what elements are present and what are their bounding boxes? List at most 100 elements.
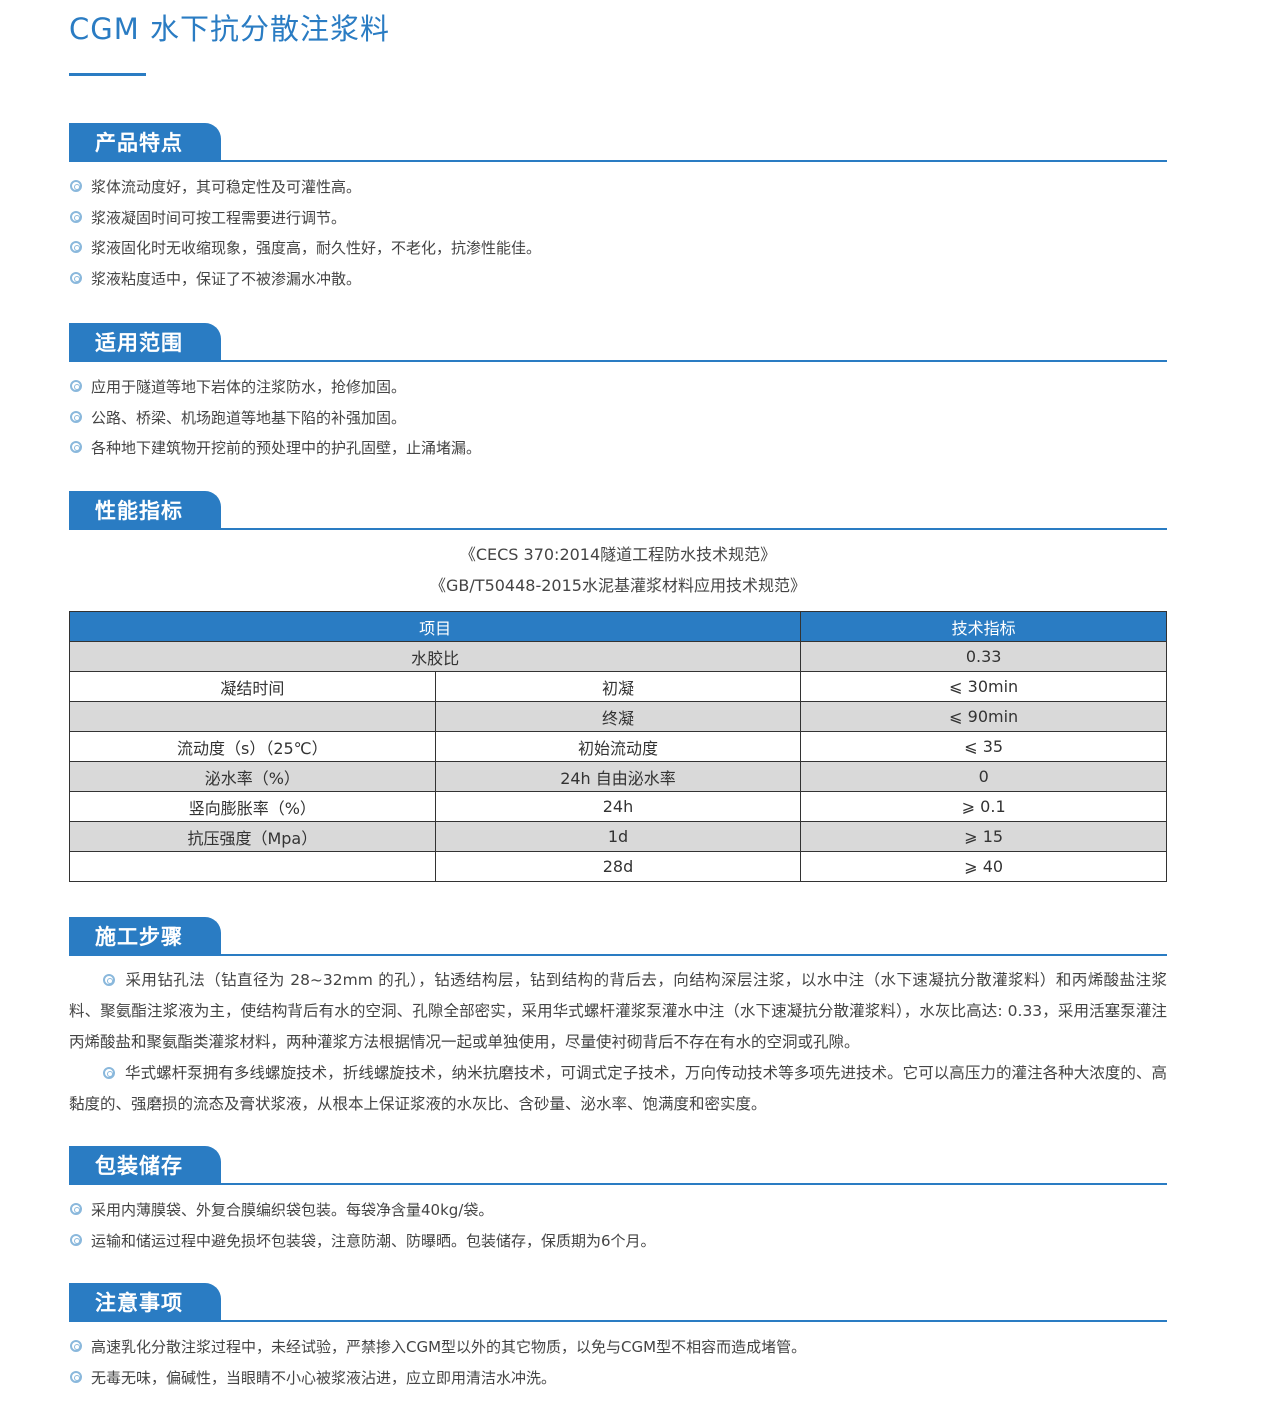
table-cell — [69, 851, 436, 882]
table-cell: 凝结时间 — [69, 671, 436, 702]
paragraph-text: 华式螺杆泵拥有多线螺旋技术，折线螺旋技术，纳米抗磨技术，可调式定子技术，万向传动… — [69, 1064, 1167, 1113]
section-title: 产品特点 — [69, 123, 221, 161]
page-title: CGM 水下抗分散注浆料 — [69, 12, 390, 46]
table-row: 水胶比 0.33 — [68, 641, 1167, 672]
paragraph: 华式螺杆泵拥有多线螺旋技术，折线螺旋技术，纳米抗磨技术，可调式定子技术，万向传动… — [69, 1058, 1167, 1120]
list-item: 浆液粘度适中，保证了不被渗漏水冲散。 — [69, 267, 1167, 298]
bullet-icon — [70, 410, 82, 423]
list-item-text: 应用于隧道等地下岩体的注浆防水，抢修加固。 — [91, 378, 407, 396]
divider — [69, 1320, 1167, 1322]
list-item-text: 无毒无味，偏碱性，当眼睛不小心被浆液沾进，应立即用清洁水冲洗。 — [91, 1368, 557, 1387]
list-item: 无毒无味，偏碱性，当眼睛不小心被浆液沾进，应立即用清洁水冲洗。 — [69, 1366, 1167, 1397]
header-spec: 技术指标 — [800, 611, 1167, 642]
table-cell: 24h 自由泌水率 — [434, 761, 802, 792]
bullet-icon — [70, 1233, 82, 1246]
list-item: 高速乳化分散注浆过程中，未经试验，严禁掺入CGM型以外的其它物质，以免与CGM型… — [69, 1335, 1167, 1366]
section-title: 施工步骤 — [69, 917, 221, 955]
table-cell: 终凝 — [434, 701, 802, 732]
section-header: 产品特点 — [69, 123, 1167, 163]
list-item: 浆液凝固时间可按工程需要进行调节。 — [69, 206, 1167, 237]
table-cell: 流动度（s）（25℃） — [69, 731, 436, 762]
list-item-text: 公路、桥梁、机场跑道等地基下陷的补强加固。 — [91, 408, 407, 427]
section-construction: 施工步骤 采用钻孔法（钻直径为 28~32mm 的孔），钻透结构层，钻到结构的背… — [69, 917, 1167, 1120]
table-cell — [69, 701, 436, 732]
table-header-row: 项目 技术指标 — [68, 611, 1167, 642]
bullet-icon — [70, 441, 82, 453]
section-header: 注意事项 — [69, 1283, 1167, 1323]
table-cell: 泌水率（%） — [69, 761, 436, 792]
section-scope: 适用范围 应用于隧道等地下岩体的注浆防水，抢修加固。 公路、桥梁、机场跑道等地基下… — [69, 323, 1167, 467]
table-row: 终凝 ⩽ 90min — [69, 701, 1167, 732]
list-item: 应用于隧道等地下岩体的注浆防水，抢修加固。 — [69, 375, 1167, 406]
table-cell: ⩽ 35 — [800, 731, 1167, 762]
table-row: 28d ⩾ 40 — [69, 851, 1167, 882]
table-cell: ⩾ 15 — [800, 821, 1167, 852]
table-cell: ⩽ 30min — [800, 671, 1167, 702]
title-underline — [69, 73, 146, 76]
section-performance: 性能指标 《CECS 370:2014隧道工程防水技术规范》 《GB/T5044… — [68, 491, 1167, 882]
header-item: 项目 — [68, 611, 802, 642]
list-item: 采用内薄膜袋、外复合膜编织袋包装。每袋净含量40kg/袋。 — [69, 1198, 1167, 1229]
bullet-icon — [70, 1203, 82, 1215]
section-header: 适用范围 — [69, 323, 1167, 363]
divider — [69, 160, 1167, 162]
bullet-icon — [70, 180, 82, 192]
table-row: 流动度（s）（25℃） 初始流动度 ⩽ 35 — [69, 731, 1167, 762]
paragraph: 采用钻孔法（钻直径为 28~32mm 的孔），钻透结构层，钻到结构的背后去，向结… — [69, 965, 1167, 1058]
section-header: 施工步骤 — [69, 917, 1167, 957]
table-row: 凝结时间 初凝 ⩽ 30min — [69, 671, 1167, 702]
table-cell: 水胶比 — [68, 641, 802, 672]
bullet-icon — [103, 1067, 115, 1079]
list-item-text: 各种地下建筑物开挖前的预处理中的护孔固壁，止涌堵漏。 — [91, 439, 482, 457]
list-item: 浆液固化时无收缩现象，强度高，耐久性好，不老化，抗渗性能佳。 — [69, 236, 1167, 267]
list-item: 浆体流动度好，其可稳定性及可灌性高。 — [69, 175, 1167, 206]
bullet-icon — [70, 1370, 82, 1383]
table-cell: 抗压强度（Mpa） — [69, 821, 436, 852]
section-title: 包装储存 — [69, 1146, 221, 1184]
list-item-text: 运输和储运过程中避免损坏包装袋，注意防潮、防曝晒。包装储存，保质期为6个月。 — [91, 1231, 656, 1250]
bullet-icon — [103, 974, 115, 986]
table-cell: 0.33 — [800, 641, 1167, 672]
list-item: 公路、桥梁、机场跑道等地基下陷的补强加固。 — [69, 406, 1167, 437]
bullet-icon — [70, 380, 82, 392]
standard-reference: 《GB/T50448-2015水泥基灌浆材料应用技术规范》 — [430, 575, 806, 595]
divider — [69, 360, 1167, 362]
table-row: 竖向膨胀率（%） 24h ⩾ 0.1 — [69, 791, 1167, 822]
table-cell: 初凝 — [434, 671, 802, 702]
list-item-text: 浆液固化时无收缩现象，强度高，耐久性好，不老化，抗渗性能佳。 — [91, 239, 542, 257]
section-title: 性能指标 — [69, 491, 221, 529]
divider — [69, 528, 1167, 530]
list-item-text: 高速乳化分散注浆过程中，未经试验，严禁掺入CGM型以外的其它物质，以免与CGM型… — [91, 1338, 807, 1356]
table-cell: ⩽ 90min — [800, 701, 1167, 732]
bullet-icon — [70, 241, 82, 253]
table-row: 泌水率（%） 24h 自由泌水率 0 — [69, 761, 1167, 792]
list-item-text: 浆液凝固时间可按工程需要进行调节。 — [91, 208, 347, 227]
table-row: 抗压强度（Mpa） 1d ⩾ 15 — [69, 821, 1167, 852]
divider — [69, 1183, 1167, 1185]
list-item: 运输和储运过程中避免损坏包装袋，注意防潮、防曝晒。包装储存，保质期为6个月。 — [69, 1229, 1167, 1260]
section-notes: 注意事项 高速乳化分散注浆过程中，未经试验，严禁掺入CGM型以外的其它物质，以免… — [69, 1283, 1167, 1396]
table-cell: 0 — [800, 761, 1167, 792]
section-features: 产品特点 浆体流动度好，其可稳定性及可灌性高。 浆液凝固时间可按工程需要进行调节。… — [69, 123, 1167, 297]
bullet-icon — [70, 1340, 82, 1352]
spec-table: 项目 技术指标 水胶比 0.33 凝结时间 初凝 ⩽ 30min 终凝 ⩽ 90min 流动度… — [68, 611, 1167, 882]
standard-reference: 《CECS 370:2014隧道工程防水技术规范》 — [459, 545, 777, 564]
divider — [69, 954, 1167, 956]
table-cell: ⩾ 0.1 — [800, 791, 1167, 822]
list-item-text: 浆液粘度适中，保证了不被渗漏水冲散。 — [91, 269, 362, 288]
table-cell: 24h — [434, 791, 802, 822]
list-item-text: 浆体流动度好，其可稳定性及可灌性高。 — [91, 178, 362, 196]
section-header: 包装储存 — [69, 1146, 1167, 1186]
section-header: 性能指标 — [69, 491, 1167, 531]
table-cell: 竖向膨胀率（%） — [69, 791, 436, 822]
bullet-icon — [70, 271, 82, 284]
section-title: 注意事项 — [69, 1283, 221, 1321]
construction-text: 采用钻孔法（钻直径为 28~32mm 的孔），钻透结构层，钻到结构的背后去，向结… — [69, 965, 1167, 1120]
section-title: 适用范围 — [69, 323, 221, 361]
table-cell: 28d — [434, 851, 802, 882]
list-item: 各种地下建筑物开挖前的预处理中的护孔固壁，止涌堵漏。 — [69, 436, 1167, 467]
bullet-icon — [70, 210, 82, 223]
list-item-text: 采用内薄膜袋、外复合膜编织袋包装。每袋净含量40kg/袋。 — [91, 1201, 494, 1219]
section-packaging: 包装储存 采用内薄膜袋、外复合膜编织袋包装。每袋净含量40kg/袋。运输和储运过… — [69, 1146, 1167, 1259]
